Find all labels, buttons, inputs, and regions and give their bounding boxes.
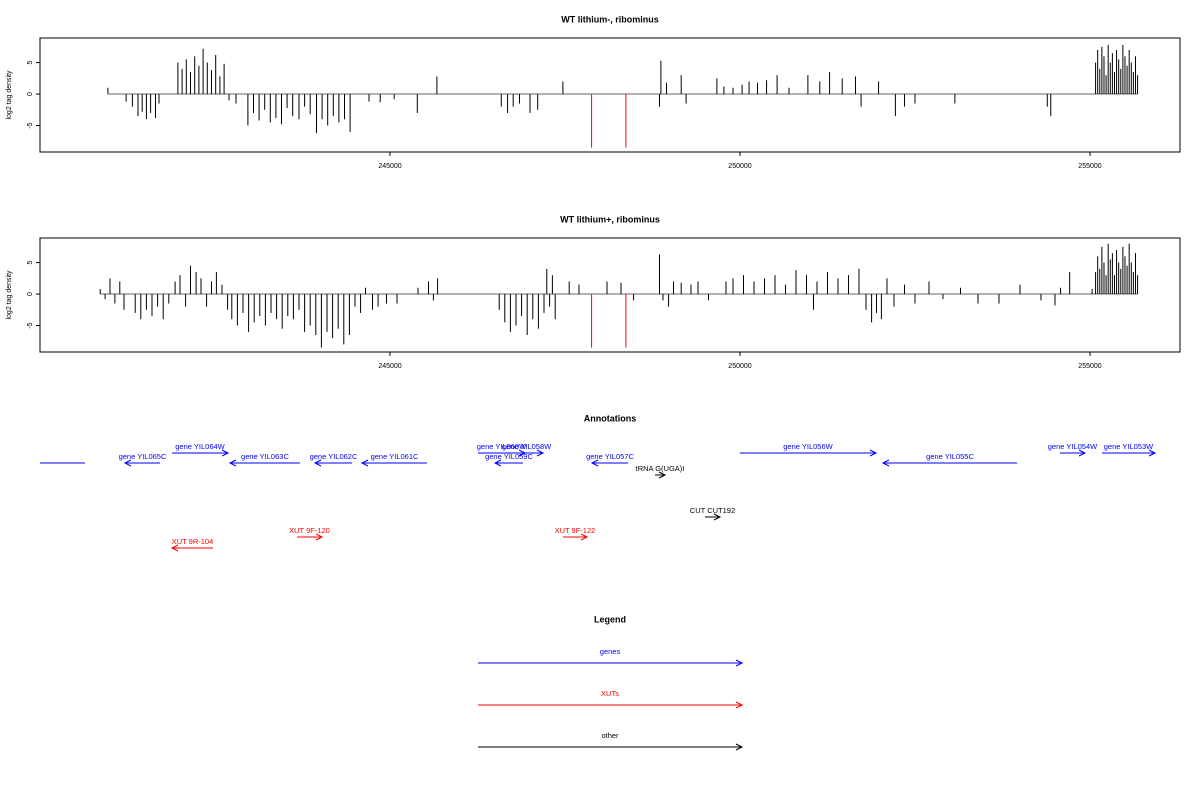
y-tick-label: 0 bbox=[27, 92, 34, 96]
feature-label: tRNA G(UGA)I bbox=[636, 464, 685, 473]
arrow-head bbox=[313, 459, 322, 467]
feature-label: XUT 9F-122 bbox=[555, 526, 596, 535]
arrow-head bbox=[493, 459, 502, 467]
annotations-title: Annotations bbox=[584, 413, 637, 423]
feature-label: gene YIL057C bbox=[586, 452, 634, 461]
x-tick-label: 245000 bbox=[378, 363, 401, 370]
feature-label: gene YIL061C bbox=[371, 452, 419, 461]
plot-frame bbox=[39, 237, 1181, 353]
y-tick-label: -5 bbox=[27, 122, 34, 128]
feature-label: gene YIL056W bbox=[783, 442, 833, 451]
feature-label: gene YIL064W bbox=[175, 442, 225, 451]
x-tick-label: 255000 bbox=[1078, 163, 1101, 170]
x-tick-label: 250000 bbox=[728, 363, 751, 370]
feature-label: gene YIL055C bbox=[926, 452, 974, 461]
arrow-head bbox=[881, 459, 890, 467]
arrow-head bbox=[315, 533, 324, 541]
legend-label: genes bbox=[600, 647, 621, 656]
feature-label: gene YIL060W bbox=[477, 442, 527, 451]
feature-label: gene YIL065C bbox=[119, 452, 167, 461]
y-tick-label: 5 bbox=[27, 61, 34, 65]
feature-label: XUT 9R-104 bbox=[172, 537, 214, 546]
chart-title: WT lithium+, ribominus bbox=[560, 214, 660, 224]
arrow-head bbox=[228, 459, 237, 467]
feature-label: XUT 9F-120 bbox=[289, 526, 330, 535]
feature-label: gene YIL053W bbox=[1104, 442, 1154, 451]
y-axis-label: log2 tag density bbox=[6, 70, 13, 120]
feature-label: gene YIL054W bbox=[1048, 442, 1098, 451]
arrow-head bbox=[735, 659, 744, 667]
y-tick-label: -5 bbox=[27, 322, 34, 328]
legend-label: XUTs bbox=[601, 689, 619, 698]
arrow-head bbox=[735, 701, 744, 709]
legend-label: other bbox=[601, 731, 619, 740]
arrow-head bbox=[1148, 449, 1157, 457]
y-tick-label: 5 bbox=[27, 261, 34, 265]
plot-frame bbox=[39, 37, 1181, 153]
legend-title: Legend bbox=[594, 614, 626, 624]
feature-label: gene YIL062C bbox=[310, 452, 358, 461]
arrow-head bbox=[221, 449, 230, 457]
feature-label: gene YIL059C bbox=[485, 452, 533, 461]
arrow-head bbox=[580, 533, 589, 541]
x-tick-label: 255000 bbox=[1078, 363, 1101, 370]
arrow-head bbox=[869, 449, 878, 457]
arrow-head bbox=[1078, 449, 1087, 457]
arrow-head bbox=[713, 513, 722, 521]
arrow-head bbox=[170, 544, 179, 552]
arrow-head bbox=[360, 459, 369, 467]
y-axis-label: log2 tag density bbox=[6, 270, 13, 320]
arrow-head bbox=[735, 743, 744, 751]
arrow-head bbox=[590, 459, 599, 467]
arrow-head bbox=[658, 471, 667, 479]
y-tick-label: 0 bbox=[27, 292, 34, 296]
x-tick-label: 245000 bbox=[378, 163, 401, 170]
arrow-head bbox=[536, 449, 545, 457]
feature-label: CUT CUT192 bbox=[690, 506, 735, 515]
x-tick-label: 250000 bbox=[728, 163, 751, 170]
feature-label: gene YIL063C bbox=[241, 452, 289, 461]
chart-title: WT lithium-, ribominus bbox=[561, 14, 659, 24]
arrow-head bbox=[123, 459, 132, 467]
feature-label: gene YIL058W bbox=[502, 442, 552, 451]
